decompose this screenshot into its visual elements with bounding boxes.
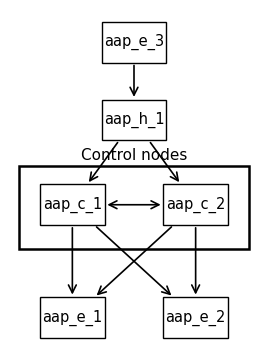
Bar (102, 100, 166, 140)
Text: aap_c_2: aap_c_2 (166, 197, 225, 213)
Bar (163, 184, 228, 225)
Bar (19, 166, 249, 249)
Bar (102, 22, 166, 62)
Bar (163, 297, 228, 338)
Text: aap_e_2: aap_e_2 (165, 310, 226, 326)
Text: aap_h_1: aap_h_1 (104, 112, 164, 128)
Text: aap_e_3: aap_e_3 (104, 34, 164, 50)
Bar (40, 297, 105, 338)
Text: aap_e_1: aap_e_1 (42, 310, 102, 326)
Text: Control nodes: Control nodes (81, 148, 187, 163)
Text: aap_c_1: aap_c_1 (43, 197, 102, 213)
Bar (40, 184, 105, 225)
